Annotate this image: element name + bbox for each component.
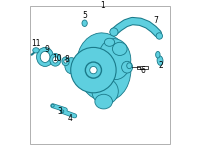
Ellipse shape: [95, 94, 112, 109]
Ellipse shape: [104, 38, 115, 46]
Text: 8: 8: [65, 55, 69, 64]
Text: 2: 2: [158, 61, 163, 70]
Ellipse shape: [40, 51, 50, 62]
Text: 3: 3: [57, 107, 62, 116]
Circle shape: [90, 66, 97, 74]
Text: 5: 5: [82, 11, 87, 20]
Circle shape: [51, 104, 54, 107]
Text: 4: 4: [68, 114, 72, 123]
Ellipse shape: [156, 51, 160, 58]
Text: 6: 6: [141, 66, 146, 75]
Ellipse shape: [53, 57, 58, 63]
Ellipse shape: [112, 42, 127, 55]
Ellipse shape: [33, 48, 39, 53]
Ellipse shape: [50, 54, 61, 66]
Ellipse shape: [82, 20, 87, 26]
Ellipse shape: [65, 58, 78, 74]
Ellipse shape: [98, 39, 131, 80]
Ellipse shape: [62, 57, 69, 66]
Circle shape: [156, 33, 163, 39]
Text: 7: 7: [153, 16, 158, 25]
Ellipse shape: [127, 63, 132, 69]
Ellipse shape: [92, 78, 118, 105]
Circle shape: [110, 28, 118, 36]
Circle shape: [61, 110, 64, 113]
Circle shape: [64, 60, 67, 63]
Ellipse shape: [157, 56, 163, 65]
Text: 11: 11: [32, 39, 41, 47]
Text: 10: 10: [52, 54, 62, 63]
Ellipse shape: [76, 33, 131, 101]
Ellipse shape: [122, 61, 133, 73]
Text: 1: 1: [101, 1, 105, 10]
Ellipse shape: [37, 47, 54, 66]
Circle shape: [71, 47, 116, 93]
FancyBboxPatch shape: [69, 61, 80, 72]
Text: 9: 9: [44, 45, 49, 54]
Circle shape: [85, 62, 101, 78]
